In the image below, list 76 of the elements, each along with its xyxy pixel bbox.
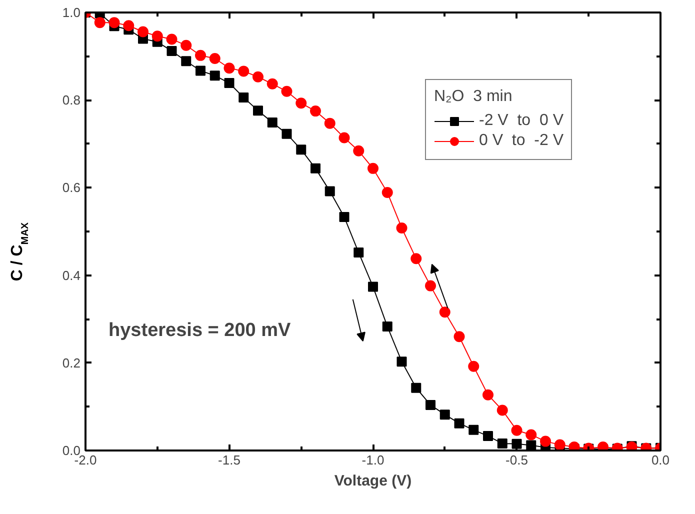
point: [238, 92, 249, 102]
point: [526, 429, 537, 440]
point: [181, 56, 192, 66]
y-axis-title: C / CMAX: [9, 222, 31, 282]
point: [238, 66, 250, 77]
y-tick-label: 0.0: [62, 443, 81, 458]
point: [554, 439, 566, 450]
point: [310, 163, 320, 174]
point: [108, 17, 120, 28]
y-tick-label: 0.6: [62, 180, 81, 196]
point: [339, 212, 350, 222]
point: [196, 66, 206, 76]
point: [253, 106, 263, 116]
point: [496, 404, 508, 416]
point: [526, 440, 536, 450]
point: [512, 438, 522, 449]
point: [411, 382, 422, 393]
point: [425, 280, 436, 292]
point: [166, 34, 178, 45]
point: [396, 222, 408, 234]
legend-label: -2 V to 0 V: [479, 112, 564, 130]
point: [138, 26, 148, 38]
point: [439, 306, 450, 318]
point: [296, 98, 307, 109]
x-tick-label: -1.0: [362, 452, 384, 468]
point: [468, 424, 479, 435]
point: [468, 360, 480, 372]
point: [511, 424, 522, 436]
point: [209, 53, 220, 64]
point: [224, 78, 234, 88]
point: [368, 282, 378, 292]
point: [123, 20, 134, 32]
legend-title: N₂O 3 min: [434, 88, 514, 106]
point: [368, 162, 378, 174]
x-tick-label: -0.5: [506, 452, 528, 468]
point: [266, 78, 278, 90]
point: [195, 50, 206, 61]
x-tick-label: -1.5: [218, 452, 240, 468]
point: [482, 389, 494, 400]
point: [540, 436, 551, 447]
point: [396, 356, 407, 367]
point: [338, 132, 350, 144]
point: [382, 322, 392, 332]
point: [454, 331, 465, 342]
legend-label: 0 V to -2 V: [479, 132, 564, 150]
point: [410, 253, 422, 264]
point: [324, 186, 335, 196]
annotation: hysteresis = 200 mV: [108, 320, 292, 341]
point: [267, 117, 278, 128]
point: [152, 30, 163, 42]
point: [224, 62, 235, 74]
point: [281, 86, 292, 97]
point: [454, 418, 464, 428]
point: [382, 187, 393, 198]
point: [354, 248, 364, 258]
point: [353, 145, 364, 156]
point: [296, 144, 306, 155]
point: [598, 442, 608, 450]
x-tick-label: 0.0: [651, 452, 670, 468]
x-axis-title: Voltage (V): [334, 472, 412, 490]
y-tick-label: 0.4: [62, 268, 81, 283]
point: [252, 71, 264, 82]
point: [282, 128, 292, 139]
point: [497, 438, 508, 448]
point: [310, 106, 321, 117]
y-tick-label: 0.2: [62, 355, 81, 370]
point: [210, 70, 220, 81]
point: [180, 40, 192, 51]
y-tick-label: 0.8: [62, 92, 81, 108]
point: [483, 431, 493, 442]
point: [426, 400, 436, 410]
point: [440, 410, 450, 420]
y-tick-label: 1.0: [62, 5, 81, 20]
point: [94, 17, 106, 28]
point: [166, 46, 177, 56]
point: [324, 118, 336, 129]
